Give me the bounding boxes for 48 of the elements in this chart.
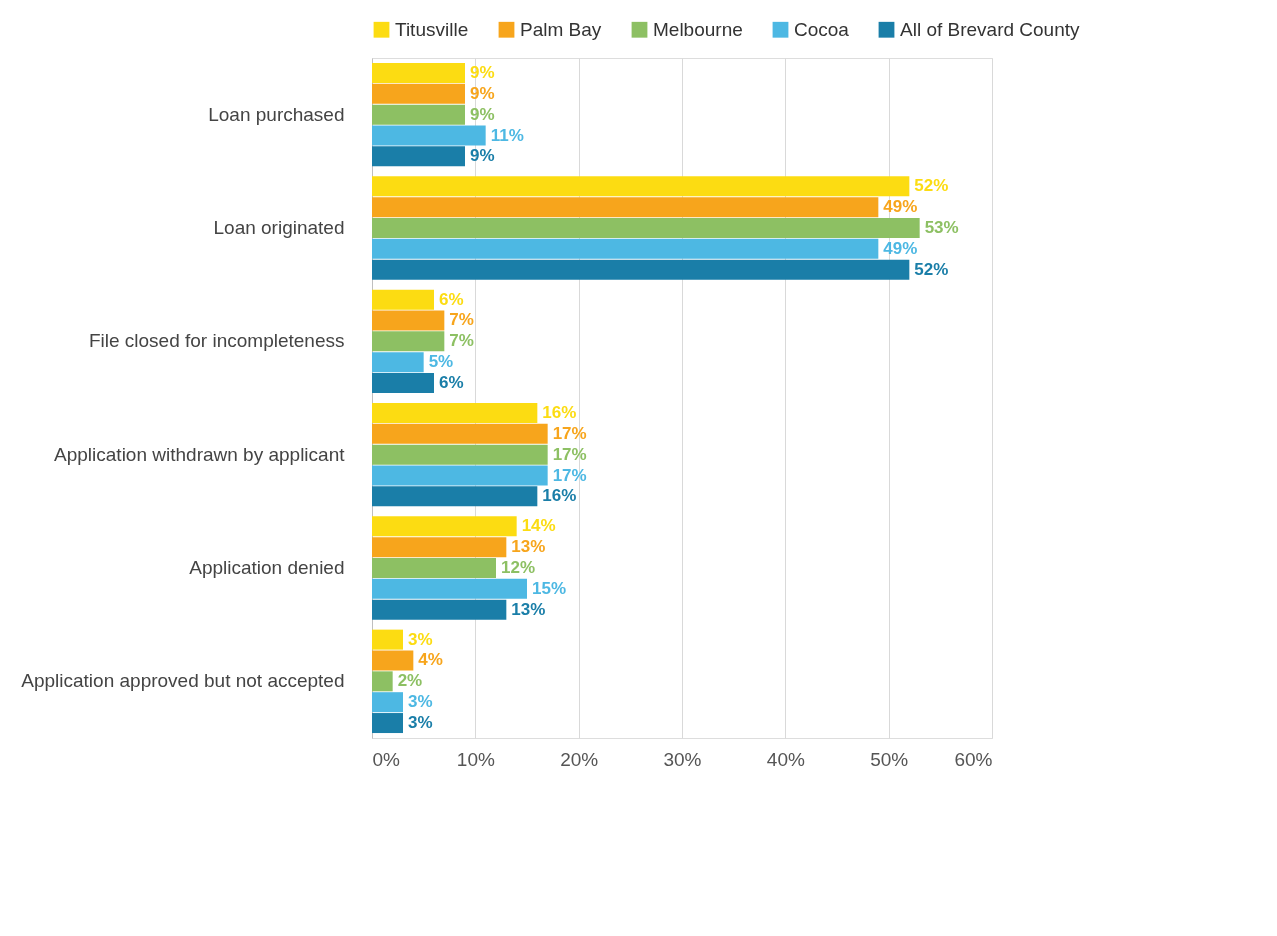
data-label: 5% [428,352,454,372]
data-label: 6% [439,289,464,309]
data-label: 16% [542,402,577,422]
data-label: 13% [511,599,546,619]
data-label: 17% [552,423,587,443]
legend-label: Melbourne [653,18,743,40]
y-tick-label: File closed for incompleteness [88,330,345,352]
x-tick-label: 0% [372,748,401,770]
data-label: 9% [470,146,495,166]
data-label: 15% [532,578,567,598]
data-label: 49% [883,238,918,258]
y-tick-label: Loan purchased [208,103,345,125]
data-label: 52% [914,259,949,279]
x-tick-label: 10% [456,748,495,770]
data-label: 11% [490,125,524,145]
data-label: 9% [470,62,495,82]
data-label: 16% [542,486,577,506]
y-tick-label: Application withdrawn by applicant [54,443,346,465]
y-tick-label: Application denied [189,557,345,578]
data-label: 12% [501,558,536,577]
y-tick-label: Application approved but not accepted [21,670,345,692]
data-label: 49% [883,197,918,217]
data-label: 3% [408,692,433,712]
x-tick-label: 20% [560,748,599,770]
x-tick-label: 60% [954,748,993,770]
data-label: 6% [439,373,464,393]
data-label: 7% [449,331,474,351]
data-label: 7% [449,310,474,330]
legend-label: Titusville [395,18,469,40]
legend-label: Palm Bay [520,18,602,40]
data-label: 52% [914,176,949,196]
x-tick-label: 40% [766,748,805,770]
data-label: 17% [552,465,587,485]
data-label: 14% [521,516,556,536]
data-label: 3% [408,713,433,733]
legend-label: Cocoa [794,18,850,40]
legend-label: All of Brevard County [900,18,1081,40]
data-label: 2% [397,671,423,691]
x-tick-label: 50% [870,748,909,770]
data-label: 9% [470,83,495,103]
data-label: 17% [552,444,587,464]
data-label: 4% [418,650,443,670]
y-tick-label: Loan originated [213,217,345,238]
data-label: 53% [924,218,959,237]
data-label: 9% [470,104,495,124]
data-label: 3% [408,629,433,649]
data-label: 13% [511,537,546,557]
x-tick-label: 30% [663,748,702,770]
